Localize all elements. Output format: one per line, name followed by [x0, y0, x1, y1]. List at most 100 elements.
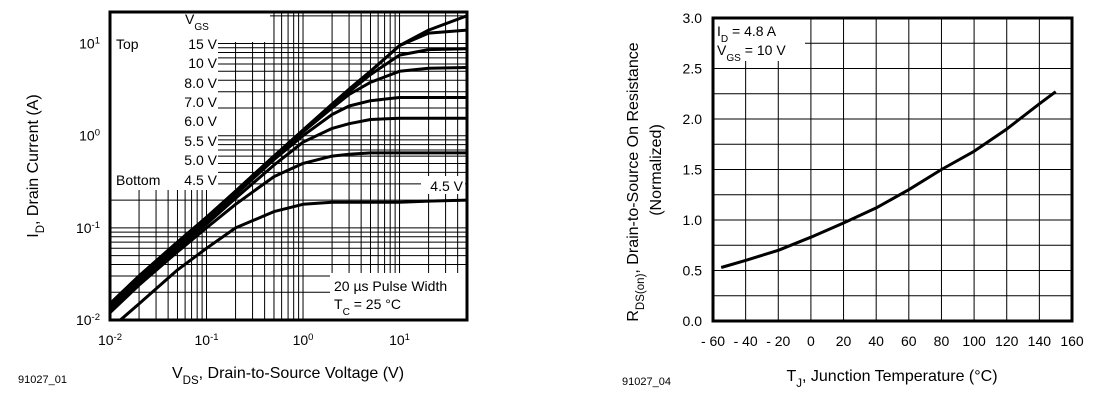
y-tick-label: 2.5 [683, 61, 703, 77]
legend-entry: 5.0 V [184, 152, 217, 168]
curve-vgs-60V [110, 96, 467, 308]
y-tick-label: 0.0 [683, 313, 703, 329]
figure-id-part: 91027_01 [18, 374, 67, 386]
y-tick-label-part: -1 [92, 219, 100, 230]
legend-entry-part: 15 V [188, 36, 217, 52]
annotation-drain-current: ID = 4.8 A [717, 23, 777, 45]
x-axis-label-part: J [796, 378, 802, 390]
legend-entry: 10 V [188, 55, 217, 71]
y-axis-label-part: D [35, 225, 47, 233]
y-tick-label-part: 0.5 [683, 263, 703, 279]
x-tick-label-part: 10 [98, 332, 114, 348]
x-tick-label: 100 [962, 333, 986, 349]
y-tick-label: 100 [79, 127, 100, 144]
curve-label-4v5-part: 4.5 V [430, 178, 463, 194]
x-tick-label-part: 60 [901, 333, 917, 349]
x-tick-label-part: -1 [210, 332, 218, 343]
grid [713, 18, 1072, 321]
figure-id: 91027_01 [18, 374, 67, 386]
curve-vgs-70V [110, 66, 467, 305]
y-tick-label: 10-1 [76, 219, 100, 236]
annotation-case-temp-part: C [343, 307, 350, 318]
legend-bottom-label: Bottom [116, 172, 160, 188]
legend-title-part: V [185, 11, 195, 27]
y-axis-label-part: , Drain Current (A) [25, 94, 42, 225]
x-tick-label-part: 100 [962, 333, 986, 349]
y-tick-label: 0.5 [683, 263, 703, 279]
x-tick-label: 10-1 [194, 332, 218, 349]
annotation-case-temp-part: = 25 °C [350, 296, 401, 312]
x-tick-label-part: - 60 [701, 333, 725, 349]
y-tick-label: 1.0 [683, 212, 703, 228]
y-tick-label-part: 10 [79, 36, 95, 52]
annotation-box [330, 273, 467, 320]
legend-entry: 6.0 V [184, 113, 217, 129]
y-tick-label: 1.5 [683, 162, 703, 178]
y-tick-label-part: 1.5 [683, 162, 703, 178]
curve-vgs-50V [110, 151, 467, 314]
legend-entry-part: 5.5 V [184, 133, 217, 149]
x-tick-label: 101 [389, 332, 410, 349]
figure-id-part: 91027_04 [622, 376, 671, 388]
x-tick-label-part: - 20 [766, 333, 790, 349]
legend-entry-part: 8.0 V [184, 75, 217, 91]
x-tick-label-part: 10 [389, 332, 405, 348]
x-tick-label-part: 160 [1060, 333, 1084, 349]
x-axis-label-part: , Junction Temperature (°C) [802, 368, 998, 385]
x-tick-label-part: 10 [194, 332, 210, 348]
legend-entry: 8.0 V [184, 75, 217, 91]
y-axis-label: RDS(on), Drain-to-Source On Resistance [625, 42, 647, 321]
legend-entry: 5.5 V [184, 133, 217, 149]
y-tick-label-part: 10 [76, 312, 92, 328]
x-tick-label: 60 [901, 333, 917, 349]
y-tick-label: 2.0 [683, 111, 703, 127]
legend-entry: 7.0 V [184, 94, 217, 110]
y-tick-label-part: -2 [92, 312, 100, 323]
x-tick-label: 20 [836, 333, 852, 349]
y-tick-label-part: 2.5 [683, 61, 703, 77]
legend-entry-part: 7.0 V [184, 94, 217, 110]
annotation-pulse-width-part: 20 µs Pulse Width [334, 278, 447, 294]
figure-id: 91027_04 [622, 376, 671, 388]
plot-frame [711, 16, 1074, 323]
annotation-drain-current-part: = 4.8 A [728, 23, 777, 39]
curve-rdson [720, 90, 1057, 269]
annotation-drain-current-part: I [717, 23, 721, 39]
x-tick-label: 40 [868, 333, 884, 349]
y-axis-label-line2-part: (Normalized) [648, 124, 665, 216]
legend-entry: 4.5 V [184, 172, 217, 188]
x-tick-label: 120 [995, 333, 1019, 349]
x-tick-label-part: 10 [293, 332, 309, 348]
curves [110, 14, 467, 320]
x-tick-label-part: 20 [836, 333, 852, 349]
x-tick-label: 140 [1028, 333, 1052, 349]
x-tick-label-part: 0 [807, 333, 815, 349]
legend-top-label: Top [116, 36, 139, 52]
y-axis-label-part: DS(on) [635, 273, 647, 310]
y-tick-label-part: 2.0 [683, 111, 703, 127]
x-tick-label: - 20 [766, 333, 790, 349]
x-tick-label-part: 0 [308, 332, 313, 343]
legend-bottom-label-part: Bottom [116, 172, 160, 188]
y-axis-label-part: R [625, 310, 642, 322]
legend-title: VGS [185, 11, 209, 33]
annotation-gate-voltage: VGS = 10 V [717, 42, 786, 64]
y-tick-label-part: 1 [95, 35, 100, 46]
x-tick-label: 80 [934, 333, 950, 349]
x-axis-label-part: T [786, 368, 796, 385]
annotation-gate-voltage-part: = 10 V [741, 42, 786, 58]
annotation-gate-voltage-part: V [717, 42, 727, 58]
curve-label-box [421, 176, 465, 194]
x-tick-label-part: -2 [114, 332, 122, 343]
x-tick-label-part: 1 [405, 332, 410, 343]
y-tick-label-part: 10 [79, 128, 95, 144]
curve-label-4v5: 4.5 V [430, 178, 463, 194]
legend-entry-part: 6.0 V [184, 113, 217, 129]
plot-frame [108, 10, 469, 322]
x-tick-label: - 40 [734, 333, 758, 349]
x-tick-label-part: - 40 [734, 333, 758, 349]
annotation-case-temp: TC = 25 °C [334, 296, 401, 318]
y-tick-label-part: 0.0 [683, 313, 703, 329]
curve-vgs-55V [110, 116, 467, 311]
